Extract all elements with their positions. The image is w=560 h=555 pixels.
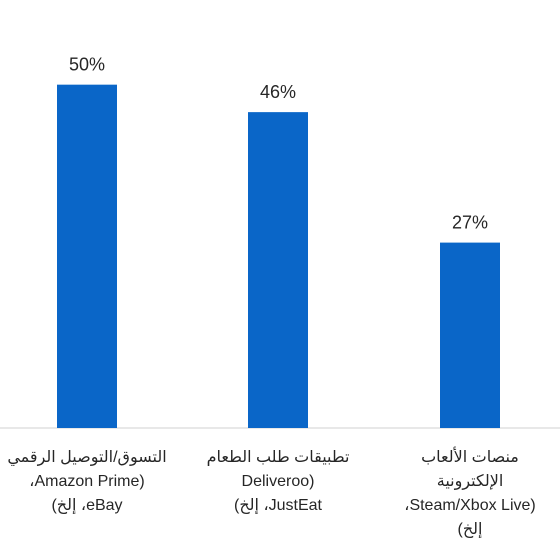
bar-food-delivery bbox=[248, 112, 308, 428]
category-label-digital-shopping: التسوق/التوصيل الرقمي (Amazon Prime، eBa… bbox=[7, 449, 167, 514]
category-label-gaming-platforms: منصات الألعاب الإلكترونية (Steam/Xbox Li… bbox=[404, 449, 536, 538]
data-label-gaming-platforms: 27% bbox=[452, 213, 488, 233]
bars-group bbox=[57, 84, 500, 429]
bar-digital-shopping bbox=[57, 84, 117, 429]
data-label-food-delivery: 46% bbox=[260, 82, 296, 102]
data-labels-group: 50% 46% 27% bbox=[69, 55, 488, 233]
bar-gaming-platforms bbox=[440, 242, 500, 428]
category-label-food-delivery: تطبيقات طلب الطعام (Deliveroo JustEat، إ… bbox=[206, 449, 350, 514]
data-label-digital-shopping: 50% bbox=[69, 55, 105, 75]
